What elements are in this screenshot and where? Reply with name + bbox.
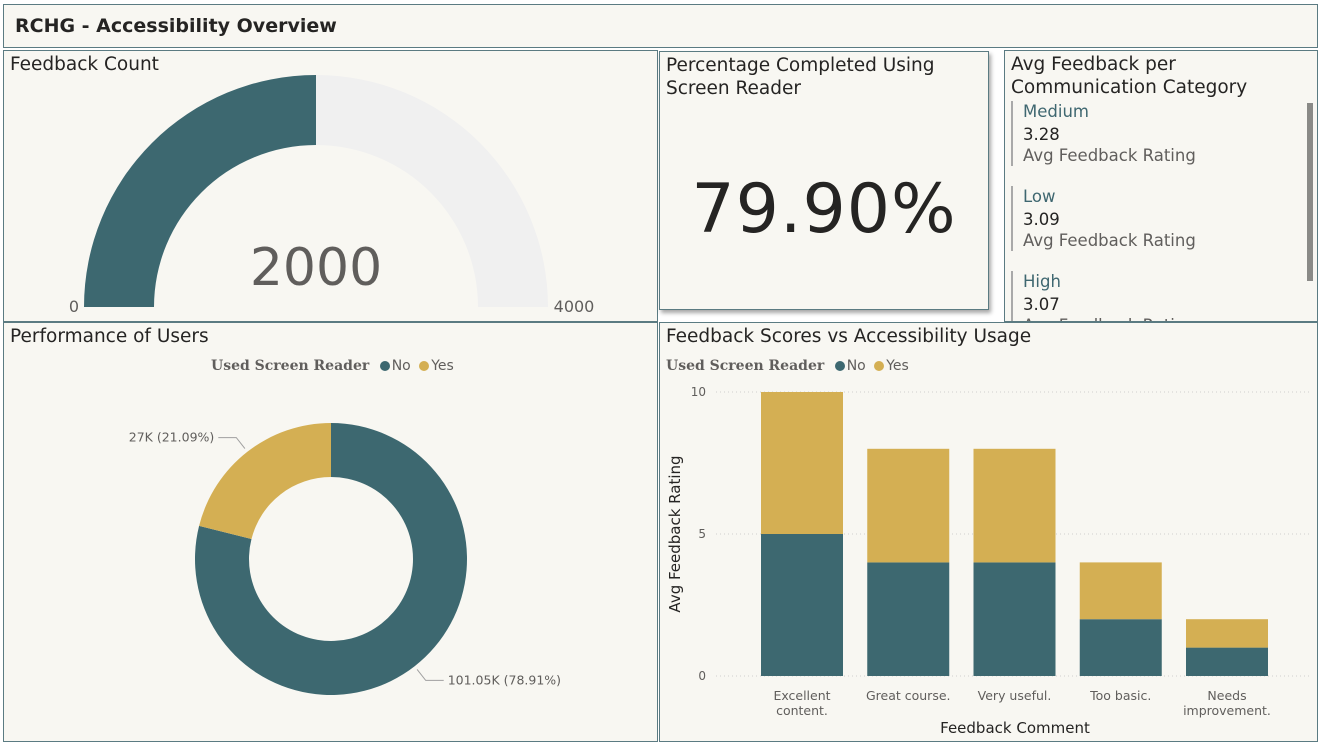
x-tick-label: Great course. bbox=[866, 688, 951, 703]
bar-no[interactable] bbox=[1186, 647, 1268, 676]
card-category: High bbox=[1023, 272, 1061, 291]
cards-title: Avg Feedback per Communication Category bbox=[1011, 54, 1248, 98]
card-category: Medium bbox=[1023, 102, 1089, 121]
card-label: Avg Feedback Rating bbox=[1023, 146, 1196, 165]
x-tick-label: improvement. bbox=[1183, 703, 1271, 718]
donut-leader-line bbox=[416, 669, 444, 681]
legend-item-no[interactable]: No bbox=[379, 358, 411, 374]
legend-dot-no bbox=[834, 361, 845, 371]
x-tick-label: Needs bbox=[1207, 688, 1246, 703]
bars-title: Feedback Scores vs Accessibility Usage bbox=[666, 326, 1032, 347]
bar-no[interactable] bbox=[1079, 619, 1162, 676]
legend-title: Used Screen Reader bbox=[211, 358, 370, 374]
avg-feedback-cards-visual[interactable]: Avg Feedback per Communication Category … bbox=[1004, 50, 1318, 322]
bars-svg: 0 5 10 Avg Feedback Rating Feedback Comment E… bbox=[666, 385, 1310, 737]
bar-yes[interactable] bbox=[973, 448, 1056, 563]
gauge-svg: 2000 0 4000 bbox=[69, 75, 595, 316]
card-high[interactable]: High 3.07 Avg Feedback Rating bbox=[1011, 271, 1281, 321]
gauge-title: Feedback Count bbox=[10, 54, 159, 75]
legend-dot-yes bbox=[874, 361, 885, 371]
legend-item-yes[interactable]: Yes bbox=[874, 358, 909, 374]
performance-donut-visual[interactable]: Performance of Users Used Screen Reader … bbox=[3, 322, 658, 742]
page-title: RCHG - Accessibility Overview bbox=[15, 15, 337, 37]
gauge-fill[interactable] bbox=[84, 75, 316, 307]
bar-no[interactable] bbox=[973, 562, 1056, 676]
x-tick-label: Excellent bbox=[773, 688, 830, 703]
legend-item-no[interactable]: No bbox=[834, 358, 866, 374]
x-axis-title: Feedback Comment bbox=[940, 719, 1090, 737]
bar-yes[interactable] bbox=[761, 392, 843, 534]
donut-slice-no[interactable] bbox=[195, 423, 467, 695]
donut-slice-yes[interactable] bbox=[199, 423, 331, 540]
feedback-bars-visual[interactable]: Feedback Scores vs Accessibility Usage U… bbox=[659, 322, 1318, 742]
donut-data-label: 27K (21.09%) bbox=[129, 430, 215, 445]
kpi-title: Percentage Completed Using Screen Reader bbox=[666, 55, 935, 99]
card-label: Avg Feedback Rating bbox=[1023, 231, 1196, 250]
x-tick-label: Too basic. bbox=[1089, 688, 1151, 703]
bar-yes[interactable] bbox=[1186, 619, 1268, 648]
feedback-count-gauge-visual[interactable]: Feedback Count 2000 0 4000 bbox=[3, 50, 658, 322]
header-bar: RCHG - Accessibility Overview bbox=[3, 4, 1318, 48]
card-medium[interactable]: Medium 3.28 Avg Feedback Rating bbox=[1011, 101, 1281, 166]
y-tick-label: 0 bbox=[698, 669, 706, 683]
y-tick-label: 5 bbox=[698, 527, 706, 541]
donut-data-label: 101.05K (78.91%) bbox=[448, 672, 561, 687]
bar-yes[interactable] bbox=[1079, 562, 1162, 620]
donut-title: Performance of Users bbox=[10, 326, 209, 347]
y-tick-label: 10 bbox=[691, 385, 706, 399]
legend-dot-no bbox=[379, 361, 390, 371]
screen-reader-kpi-card[interactable]: Percentage Completed Using Screen Reader… bbox=[659, 51, 989, 310]
bars-legend: Used Screen Reader No Yes bbox=[666, 358, 913, 374]
legend-title: Used Screen Reader bbox=[666, 358, 825, 374]
card-value: 3.09 bbox=[1023, 210, 1060, 229]
kpi-value: 79.90% bbox=[691, 170, 957, 249]
gauge-max-label: 4000 bbox=[554, 297, 595, 316]
bar-no[interactable] bbox=[867, 562, 950, 676]
cards-scrollbar[interactable] bbox=[1307, 103, 1313, 281]
card-value: 3.07 bbox=[1023, 295, 1060, 314]
gauge-value: 2000 bbox=[250, 238, 382, 298]
bar-yes[interactable] bbox=[867, 448, 950, 563]
card-label: Avg Feedback Rating bbox=[1023, 316, 1281, 321]
y-axis-title: Avg Feedback Rating bbox=[666, 455, 684, 612]
donut-svg: 101.05K (78.91%) 27K (21.09%) bbox=[129, 423, 561, 695]
donut-leader-line bbox=[218, 437, 246, 449]
card-low[interactable]: Low 3.09 Avg Feedback Rating bbox=[1011, 186, 1281, 251]
x-tick-label: content. bbox=[776, 703, 828, 718]
donut-legend: Used Screen Reader No Yes bbox=[211, 358, 458, 374]
card-category: Low bbox=[1023, 187, 1056, 206]
x-tick-label: Very useful. bbox=[978, 688, 1052, 703]
gauge-min-label: 0 bbox=[69, 297, 79, 316]
bar-no[interactable] bbox=[761, 534, 843, 676]
legend-item-yes[interactable]: Yes bbox=[419, 358, 454, 374]
card-value: 3.28 bbox=[1023, 125, 1060, 144]
legend-dot-yes bbox=[419, 361, 430, 371]
